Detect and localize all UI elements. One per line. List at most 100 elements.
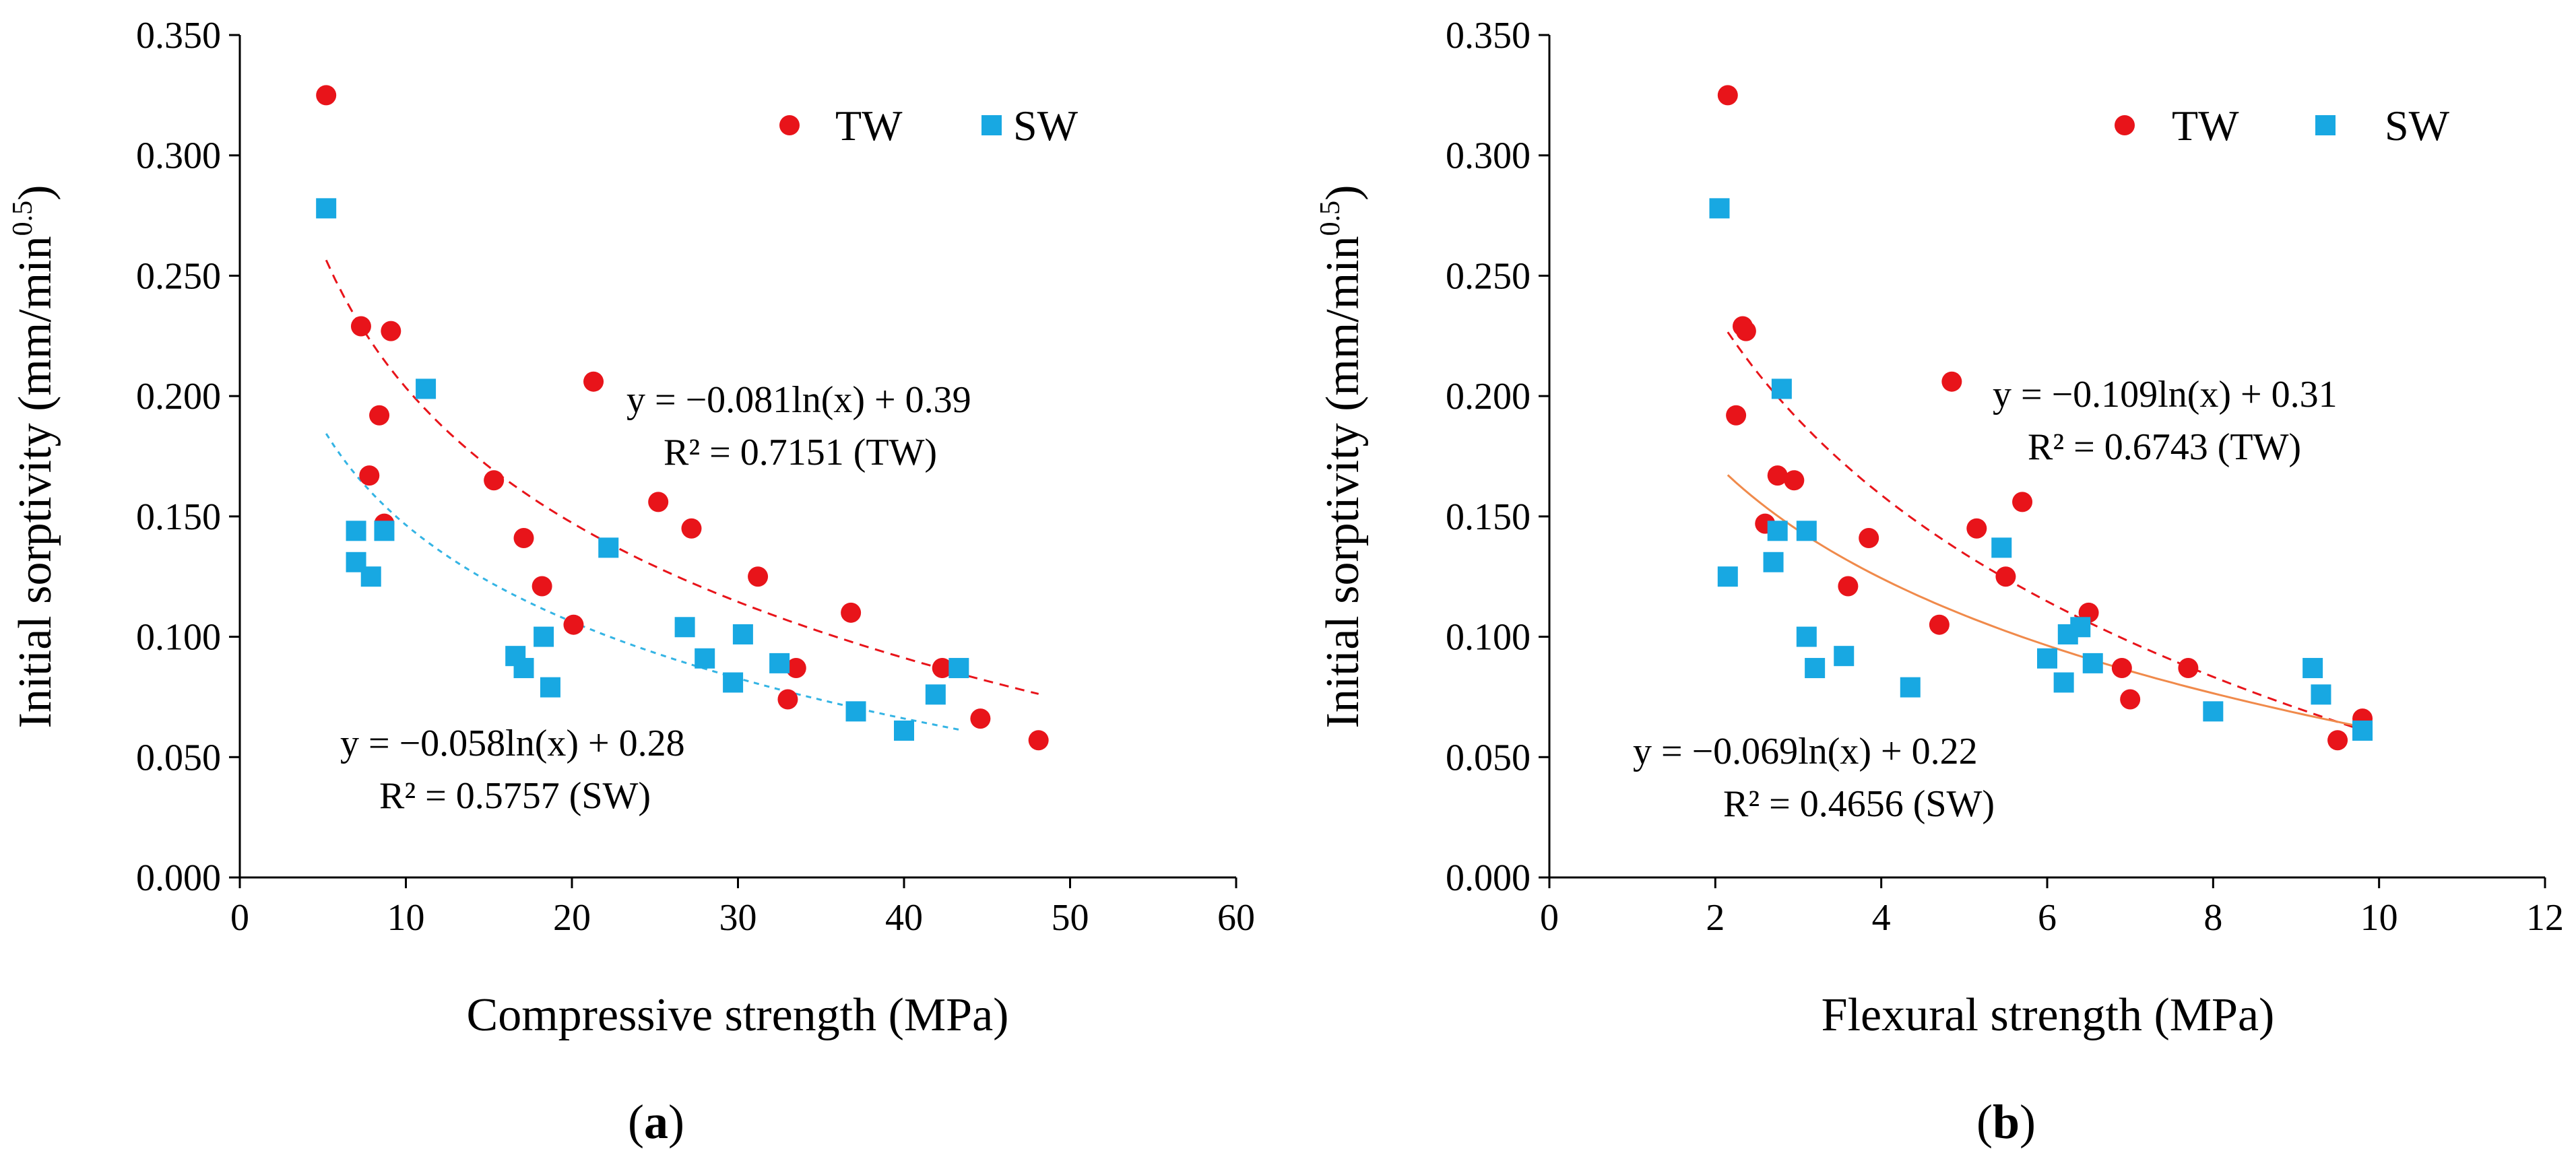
- sw-data-point: [598, 537, 619, 558]
- tw-data-point: [2327, 730, 2348, 751]
- tw-data-point: [1735, 321, 1756, 341]
- tw-data-point: [563, 614, 584, 635]
- x-tick-label: 4: [1872, 897, 1891, 939]
- tw-data-point: [648, 492, 669, 512]
- legend-sw-marker: [2315, 115, 2336, 135]
- legend-sw-label: SW: [1013, 102, 1078, 149]
- x-tick-label: 12: [2526, 897, 2564, 939]
- y-tick-label: 0.100: [136, 617, 221, 659]
- sw-data-point: [1709, 198, 1730, 219]
- y-tick-label: 0.300: [1446, 135, 1531, 177]
- sw-data-point: [894, 720, 914, 741]
- y-tick-label: 0.300: [136, 135, 221, 177]
- sw-data-point: [534, 626, 554, 647]
- x-axis-label: Compressive strength (MPa): [467, 989, 1009, 1041]
- sw-data-point: [732, 624, 753, 644]
- legend-sw-marker: [981, 115, 1002, 135]
- sw-data-point: [1763, 552, 1784, 572]
- panel-label-b: (b): [1976, 1095, 2036, 1149]
- sw-data-point: [416, 378, 437, 399]
- tw-data-point: [1726, 405, 1747, 426]
- tw-data-point: [1784, 470, 1805, 491]
- sw-data-point: [769, 653, 790, 673]
- x-tick-label: 30: [719, 897, 757, 939]
- tw-data-point: [748, 566, 769, 587]
- tw-data-point: [359, 465, 380, 486]
- sw-data-point: [1767, 521, 1788, 541]
- tw-data-point: [1717, 85, 1738, 106]
- y-tick-label: 0.350: [1446, 15, 1531, 57]
- sw-fit-curve: [1727, 474, 2363, 729]
- y-tick-label: 0.150: [1446, 496, 1531, 538]
- sw-data-point: [845, 701, 866, 722]
- legend-tw-label: TW: [2172, 102, 2239, 149]
- sw-data-point: [374, 521, 395, 541]
- y-tick-label: 0.200: [136, 376, 221, 418]
- legend-sw-label: SW: [2385, 102, 2450, 149]
- tw-fit-r2: R² = 0.7151 (TW): [664, 432, 937, 473]
- legend: TW SW: [2115, 102, 2450, 149]
- sw-data-point: [1796, 626, 1817, 647]
- x-tick-label: 8: [2203, 897, 2222, 939]
- legend-tw-marker: [2115, 115, 2135, 135]
- sw-data-point: [1717, 566, 1738, 587]
- sw-data-point: [1805, 658, 1826, 679]
- y-tick-label: 0.200: [1446, 376, 1531, 418]
- tw-fit-r2: R² = 0.6743 (TW): [2028, 426, 2301, 468]
- sw-data-point: [2352, 720, 2373, 741]
- sw-data-point: [925, 684, 946, 705]
- sw-data-point: [513, 658, 534, 679]
- y-tick-label: 0.000: [136, 857, 221, 899]
- tw-data-point: [785, 658, 806, 679]
- tw-data-point: [532, 576, 552, 597]
- sw-fit-equation: y = −0.069ln(x) + 0.22: [1633, 731, 1978, 772]
- sw-data-point: [695, 648, 715, 669]
- tw-fit-curve: [1727, 331, 2363, 731]
- x-tick-label: 10: [387, 897, 425, 939]
- y-tick-label: 0.350: [136, 15, 221, 57]
- sw-data-point: [1771, 378, 1792, 399]
- y-tick-label: 0.050: [1446, 737, 1531, 778]
- sw-data-point: [316, 198, 337, 219]
- tw-data-point: [583, 371, 604, 392]
- tw-data-point: [1767, 465, 1788, 486]
- sw-data-point: [2203, 701, 2224, 722]
- tw-data-point: [777, 689, 798, 710]
- y-axis-label: Initial sorptivity (mm/min0.5): [7, 185, 61, 729]
- sw-data-point: [2082, 653, 2103, 673]
- tw-fit-curve: [325, 259, 1039, 695]
- tw-data-point: [513, 528, 534, 549]
- sw-data-point: [2053, 672, 2074, 693]
- sw-fit-r2: R² = 0.4656 (SW): [1723, 783, 1995, 825]
- sw-data-point: [1796, 521, 1817, 541]
- tw-data-point: [841, 602, 862, 623]
- tw-data-point: [681, 518, 702, 539]
- sw-fit-equation: y = −0.058ln(x) + 0.28: [340, 723, 685, 764]
- x-tick-label: 40: [885, 897, 923, 939]
- legend: TW SW: [779, 102, 1078, 149]
- tw-data-point: [2178, 658, 2199, 679]
- sw-fit-r2: R² = 0.5757 (SW): [379, 775, 651, 817]
- tw-data-point: [2111, 658, 2132, 679]
- x-tick-label: 0: [1540, 897, 1559, 939]
- tw-data-point: [2120, 689, 2141, 710]
- tw-data-point: [1929, 614, 1950, 635]
- sw-data-point: [1991, 537, 2012, 558]
- legend-tw-label: TW: [835, 102, 903, 149]
- chart-panel-b: 0 2 4 6 8 10 12 0.000 0.050 0.100 0.150 0.200 0.250 0…: [1315, 15, 2564, 1149]
- tw-data-point: [350, 316, 371, 337]
- y-tick-label: 0.150: [136, 496, 221, 538]
- tw-data-point: [1838, 576, 1859, 597]
- y-tick-label: 0.100: [1446, 617, 1531, 659]
- sw-data-point: [948, 658, 969, 679]
- tw-data-point: [381, 321, 401, 341]
- x-tick-label: 20: [553, 897, 591, 939]
- x-tick-label: 0: [230, 897, 249, 939]
- tw-fit-equation: y = −0.109ln(x) + 0.31: [1993, 374, 2338, 415]
- x-tick-label: 10: [2360, 897, 2398, 939]
- tw-data-point: [1966, 518, 1987, 539]
- y-tick-label: 0.000: [1446, 857, 1531, 899]
- panel-label-a: (a): [628, 1095, 684, 1149]
- sw-data-point: [2070, 617, 2091, 638]
- tw-fit-equation: y = −0.081ln(x) + 0.39: [626, 379, 971, 421]
